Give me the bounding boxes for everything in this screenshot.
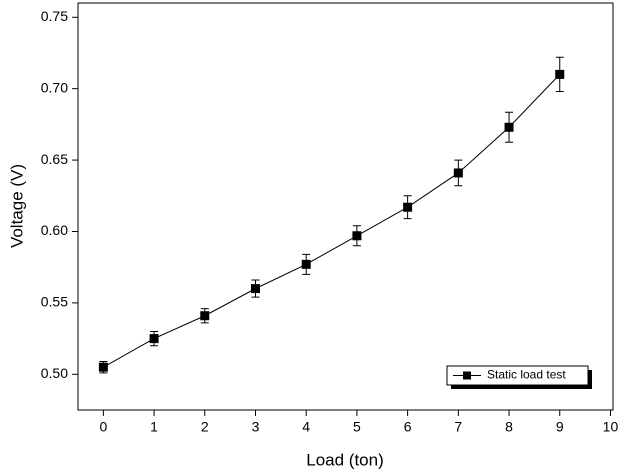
series-line bbox=[103, 74, 561, 368]
y-tick-label: 0.70 bbox=[41, 79, 68, 95]
y-axis-title: Voltage (V) bbox=[7, 164, 26, 248]
legend-label: Static load test bbox=[487, 368, 566, 382]
x-tick-label: 3 bbox=[252, 419, 260, 435]
data-point bbox=[301, 259, 311, 269]
data-point bbox=[504, 122, 514, 132]
legend-marker bbox=[463, 371, 471, 380]
y-tick-label: 0.60 bbox=[41, 222, 68, 238]
y-tick-label: 0.65 bbox=[41, 151, 68, 167]
x-tick-label: 9 bbox=[556, 419, 564, 435]
x-tick-label: 8 bbox=[505, 419, 513, 435]
x-tick-label: 6 bbox=[404, 419, 412, 435]
legend-box bbox=[446, 365, 589, 386]
data-point bbox=[352, 231, 362, 241]
x-tick-label: 7 bbox=[454, 419, 462, 435]
data-point bbox=[453, 168, 463, 178]
x-tick-label: 0 bbox=[99, 419, 107, 435]
plot-frame bbox=[77, 2, 614, 411]
data-point bbox=[98, 362, 108, 372]
y-tick-label: 0.55 bbox=[41, 294, 68, 310]
x-axis-title: Load (ton) bbox=[306, 450, 384, 469]
data-point bbox=[555, 69, 565, 79]
x-tick-label: 4 bbox=[302, 419, 310, 435]
x-tick-label: 1 bbox=[150, 419, 158, 435]
data-point bbox=[403, 202, 413, 212]
data-point bbox=[149, 334, 159, 344]
x-tick-label: 5 bbox=[353, 419, 361, 435]
data-point bbox=[200, 311, 210, 321]
y-tick-label: 0.75 bbox=[41, 8, 68, 24]
x-tick-label: 2 bbox=[201, 419, 209, 435]
data-point bbox=[250, 284, 260, 294]
y-tick-label: 0.50 bbox=[41, 365, 68, 381]
x-tick-label: 10 bbox=[603, 419, 619, 435]
